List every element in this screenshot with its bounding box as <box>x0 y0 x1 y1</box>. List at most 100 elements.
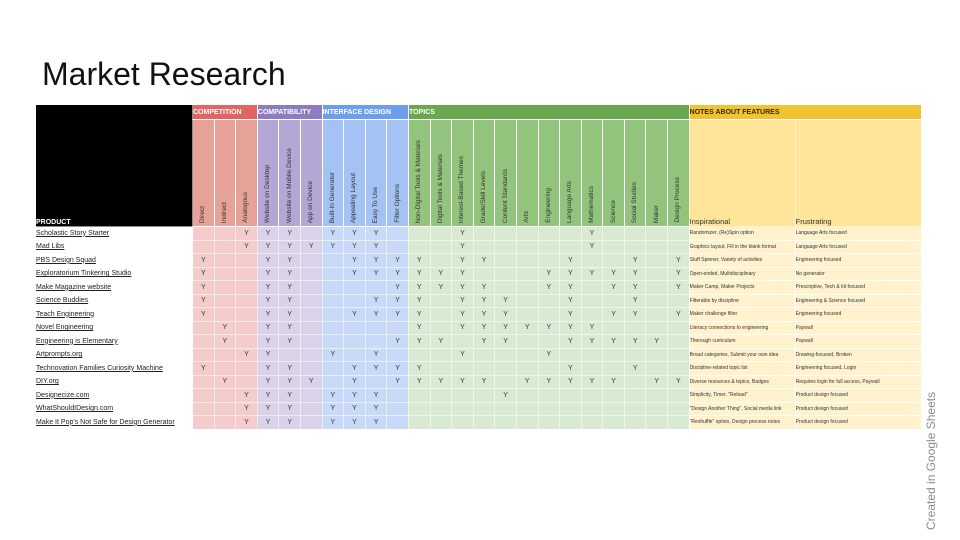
feature-cell <box>451 334 474 349</box>
feature-cell <box>667 361 690 376</box>
column-header-label: Direct <box>199 206 207 223</box>
feature-cell <box>602 239 625 254</box>
feature-cell <box>623 401 647 416</box>
product-name: Science Buddies <box>35 293 193 308</box>
feature-cell: Y <box>192 361 215 376</box>
feature-cell: Y <box>192 253 215 268</box>
feature-cell <box>299 320 323 335</box>
feature-cell <box>321 307 345 322</box>
feature-cell: Y <box>559 334 582 349</box>
feature-cell: Y <box>321 347 345 362</box>
feature-cell <box>299 388 323 403</box>
column-header-label: Science <box>609 199 617 223</box>
feature-cell <box>645 347 669 362</box>
feature-cell: Y <box>343 415 366 430</box>
table-row: Artprompts.org Y Y Y Y Y Y Broad categories, Su… <box>35 347 922 362</box>
feature-cell <box>515 361 539 376</box>
feature-cell: Y <box>645 334 669 349</box>
feature-cell <box>235 253 258 268</box>
group-header-notes: NOTES ABOUT FEATURES <box>688 104 922 120</box>
feature-cell: Y <box>256 226 280 241</box>
feature-cell: Y <box>256 320 280 335</box>
feature-cell: Y <box>192 266 215 281</box>
column-header: Engineering <box>537 119 561 227</box>
group-header-topics: TOPICS <box>407 104 690 120</box>
feature-cell <box>645 266 669 281</box>
feature-cell <box>645 320 669 335</box>
feature-cell: Y <box>667 253 690 268</box>
feature-cell <box>667 320 690 335</box>
group-header-competition: COMPETITION <box>192 104 258 120</box>
feature-cell <box>494 347 517 362</box>
feature-cell <box>494 266 517 281</box>
feature-cell <box>602 253 625 268</box>
feature-cell: Y <box>235 347 258 362</box>
feature-cell: Y <box>472 374 496 389</box>
feature-cell <box>602 415 625 430</box>
feature-cell <box>667 293 690 308</box>
feature-cell: Y <box>407 307 431 322</box>
feature-cell: Y <box>364 253 388 268</box>
feature-cell <box>515 415 539 430</box>
feature-cell: Y <box>429 374 453 389</box>
feature-cell: Y <box>407 280 431 295</box>
feature-cell: Y <box>192 307 215 322</box>
feature-cell <box>451 388 474 403</box>
feature-cell: Y <box>559 253 582 268</box>
feature-cell <box>494 361 517 376</box>
feature-cell: Y <box>278 374 301 389</box>
feature-cell: Y <box>256 293 280 308</box>
feature-cell: Y <box>602 280 625 295</box>
feature-cell <box>429 388 453 403</box>
feature-cell <box>537 401 561 416</box>
feature-cell: Y <box>256 266 280 281</box>
feature-cell <box>559 226 582 241</box>
product-name: Exploratorium Tinkering Studio <box>35 266 193 281</box>
feature-cell <box>429 361 453 376</box>
table-row: Exploratorium Tinkering Studio Y Y Y Y Y Y Y Y Y Y… <box>35 266 922 281</box>
feature-cell: Y <box>537 280 561 295</box>
feature-cell <box>537 361 561 376</box>
feature-cell: Y <box>515 320 539 335</box>
frustrating-note: Product design focused <box>794 401 922 416</box>
created-in-google-sheets-watermark: Created in Google Sheets <box>924 391 938 530</box>
feature-cell: Y <box>623 293 647 308</box>
column-header-label: Social Studies <box>631 181 639 223</box>
feature-cell <box>559 401 582 416</box>
feature-cell: Y <box>386 334 409 349</box>
feature-cell: Y <box>278 266 301 281</box>
product-name: Make Magazine website <box>35 280 193 295</box>
column-header-label: Appealing Layout <box>350 172 358 223</box>
feature-cell <box>580 293 604 308</box>
inspirational-note: Maker Camp, Maker Projects <box>688 280 796 295</box>
column-header-label: Interest-Based Themes <box>458 155 466 223</box>
feature-cell: Y <box>472 293 496 308</box>
column-header-label: Non-Digital Tools & Materials <box>415 139 423 223</box>
inspirational-note: Simplicity, Timer, "Reload" <box>688 388 796 403</box>
feature-cell <box>386 320 409 335</box>
feature-cell <box>299 415 323 430</box>
feature-cell: Y <box>386 280 409 295</box>
feature-cell <box>580 415 604 430</box>
feature-cell <box>494 226 517 241</box>
column-header: Appealing Layout <box>343 119 366 227</box>
product-name: Artprompts.org <box>35 347 193 362</box>
feature-cell: Y <box>559 307 582 322</box>
feature-cell <box>386 347 409 362</box>
feature-cell <box>537 226 561 241</box>
feature-cell <box>472 347 496 362</box>
feature-cell <box>645 226 669 241</box>
feature-cell <box>386 388 409 403</box>
feature-cell <box>407 415 431 430</box>
feature-cell <box>602 388 625 403</box>
product-name: Technovation Families Curiosity Machine <box>35 361 193 376</box>
table-row: Technovation Families Curiosity Machine Y… <box>35 361 922 376</box>
feature-cell <box>494 374 517 389</box>
feature-cell: Y <box>299 239 323 254</box>
feature-cell: Y <box>559 320 582 335</box>
feature-cell <box>235 280 258 295</box>
feature-cell <box>515 401 539 416</box>
feature-cell: Y <box>407 320 431 335</box>
feature-cell: Y <box>451 226 474 241</box>
product-name: Scholastic Story Starter <box>35 226 193 241</box>
